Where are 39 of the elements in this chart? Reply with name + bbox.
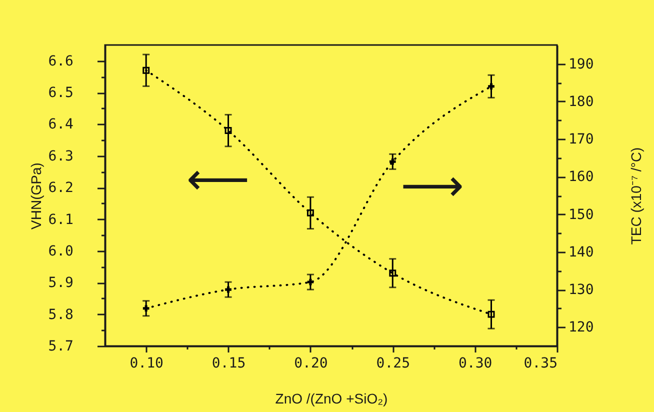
y2-tick-label: 120 — [568, 320, 594, 336]
point — [225, 286, 232, 293]
y2-axis-title: TEC (x10⁻⁷ /°C) — [628, 147, 644, 245]
point — [488, 83, 494, 90]
y-tick-label: 6.2 — [48, 180, 74, 196]
y-tick-label: 6.1 — [48, 212, 74, 228]
y2-tick-label: 170 — [568, 132, 594, 148]
annotation: ⟶ — [400, 160, 464, 212]
y-tick-label: 6.5 — [48, 85, 74, 102]
point — [389, 158, 396, 165]
y-tick-label: 6.0 — [48, 243, 74, 260]
point — [306, 209, 314, 216]
x-tick-label: 0.15 — [212, 356, 246, 372]
y2-tick-label: 140 — [568, 244, 594, 260]
y-tick-label: 6.4 — [48, 116, 74, 133]
x-tick-label: 0.25 — [376, 356, 410, 372]
y2-tick-label: 180 — [568, 94, 594, 110]
x-axis-title: ZnO /(ZnO +SiO₂) — [275, 390, 388, 406]
y-tick-label: 6.6 — [48, 53, 74, 70]
x-tick-label: 0.30 — [458, 356, 492, 372]
y-tick-label: 5.9 — [48, 275, 74, 292]
y-tick-label: 6.3 — [48, 148, 74, 164]
y-tick-label: 5.7 — [48, 338, 74, 354]
y-tick-label: 5.8 — [48, 306, 74, 323]
point — [389, 270, 396, 277]
point — [142, 305, 150, 312]
y2-tick-label: 160 — [568, 169, 594, 186]
y2-tick-label: 150 — [568, 206, 594, 223]
x-tick-label: 0.35 — [524, 356, 558, 372]
point — [224, 127, 232, 134]
point — [307, 278, 314, 286]
x-tick-label: 0.10 — [130, 356, 164, 372]
y2-tick-label: 190 — [568, 56, 594, 72]
annotation: ⟵ — [186, 154, 250, 205]
x-tick-label: 0.20 — [294, 356, 328, 372]
y2-tick-label: 130 — [568, 282, 594, 298]
y-axis-title: VHN(GPa) — [28, 162, 44, 230]
point — [488, 310, 495, 318]
point — [142, 66, 150, 74]
